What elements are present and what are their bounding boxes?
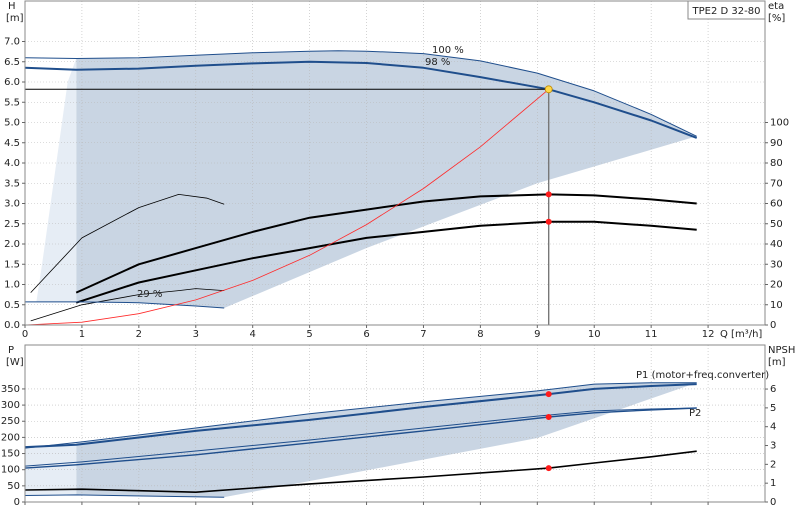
curve <box>75 193 697 294</box>
x-tick-label: 9 <box>534 329 540 340</box>
y2-tick-label: 40 <box>770 239 783 250</box>
x-tick-label: 10 <box>588 329 601 340</box>
curve <box>25 494 225 498</box>
curve <box>30 194 225 293</box>
y-tick-label: 150 <box>1 449 20 460</box>
y-tick-label: 2.0 <box>4 239 20 250</box>
y-tick-label: 4.0 <box>4 158 20 169</box>
y-tick-label: 0.0 <box>4 320 20 331</box>
curve <box>25 407 697 469</box>
y-tick-label: 4.5 <box>4 138 20 149</box>
x-tick-label: 2 <box>136 329 142 340</box>
x-tick-label: 3 <box>193 329 199 340</box>
y2-tick-label: 80 <box>770 158 783 169</box>
curve <box>25 382 697 449</box>
operating-point <box>545 191 552 198</box>
y-tick-label: 0 <box>14 497 20 508</box>
y2-tick-label: 3 <box>770 441 776 452</box>
y2-tick-label: 90 <box>770 138 783 149</box>
curve-label: 98 % <box>425 57 450 68</box>
y-axis-unit: [m] <box>6 13 24 24</box>
y-tick-label: 350 <box>1 384 20 395</box>
y2-tick-label: 70 <box>770 178 783 189</box>
y2-tick-label: 0 <box>770 320 776 331</box>
title-box <box>687 0 766 20</box>
curve-label: 29 % <box>137 289 162 300</box>
y-tick-label: 3.5 <box>4 178 20 189</box>
y-tick-label: 100 <box>1 465 20 476</box>
y2-tick-label: 5 <box>770 403 776 414</box>
y2-tick-label: 0 <box>770 497 776 508</box>
y2-axis-label: eta <box>768 1 784 12</box>
y2-tick-label: 100 <box>770 118 789 129</box>
operating-point <box>545 218 552 225</box>
x-tick-label: 6 <box>363 329 369 340</box>
y2-tick-label: 1 <box>770 478 776 489</box>
curve-label: P1 (motor+freq.converter) <box>636 370 769 381</box>
operating-point <box>545 391 552 398</box>
y-axis-label: H <box>8 1 16 12</box>
curve <box>30 288 225 322</box>
y2-tick-label: 2 <box>770 459 776 470</box>
y-tick-label: 7.0 <box>4 37 20 48</box>
y2-axis-unit: [m] <box>768 357 786 368</box>
operating-range <box>36 58 77 302</box>
y2-axis-label: NPSH <box>768 345 795 356</box>
curve-label: 100 % <box>432 45 464 56</box>
x-tick-label: 7 <box>420 329 426 340</box>
y-tick-label: 6.5 <box>4 57 20 68</box>
y-tick-label: 50 <box>7 481 20 492</box>
curve <box>25 383 697 449</box>
x-axis-label: Q [m³/h] <box>720 329 762 340</box>
x-tick-label: 8 <box>477 329 483 340</box>
curve <box>25 450 697 493</box>
y-axis-label: P <box>8 345 14 356</box>
curve <box>25 88 549 325</box>
x-tick-label: 12 <box>702 329 715 340</box>
y2-tick-label: 20 <box>770 280 783 291</box>
y2-tick-label: 4 <box>770 422 776 433</box>
operating-point <box>545 414 552 421</box>
y-tick-label: 300 <box>1 400 20 411</box>
y2-axis-unit: [%] <box>768 13 785 24</box>
operating-range <box>76 50 697 308</box>
y-tick-label: 1.5 <box>4 259 20 270</box>
operating-range <box>25 443 77 496</box>
y-tick-label: 200 <box>1 432 20 443</box>
duty-point <box>544 85 553 94</box>
y-tick-label: 1.0 <box>4 280 20 291</box>
y-tick-label: 2.5 <box>4 219 20 230</box>
curve <box>75 220 697 304</box>
x-tick-label: 5 <box>306 329 312 340</box>
plot-area <box>25 1 765 325</box>
x-tick-label: 0 <box>22 329 28 340</box>
curve <box>25 60 698 139</box>
y-tick-label: 5.0 <box>4 118 20 129</box>
y-tick-label: 3.0 <box>4 199 20 210</box>
x-tick-label: 1 <box>79 329 85 340</box>
curve <box>25 50 697 137</box>
y2-tick-label: 50 <box>770 219 783 230</box>
curve <box>25 407 697 467</box>
plot-frame <box>24 344 766 503</box>
operating-point <box>545 465 552 472</box>
y-tick-label: 5.5 <box>4 97 20 108</box>
x-tick-label: 4 <box>250 329 256 340</box>
y2-tick-label: 60 <box>770 199 783 210</box>
y2-tick-label: 30 <box>770 259 783 270</box>
operating-range <box>76 382 697 498</box>
y-tick-label: 6.0 <box>4 77 20 88</box>
plot-area <box>25 345 765 502</box>
chart-title: TPE2 D 32-80 <box>692 6 761 17</box>
x-tick-label: 11 <box>645 329 658 340</box>
curve <box>25 301 225 309</box>
y-tick-label: 250 <box>1 416 20 427</box>
curve-label: P2 <box>689 408 701 419</box>
y2-tick-label: 10 <box>770 300 783 311</box>
y-tick-label: 0.5 <box>4 300 20 311</box>
y-axis-unit: [W] <box>6 357 24 368</box>
y2-tick-label: 6 <box>770 384 776 395</box>
